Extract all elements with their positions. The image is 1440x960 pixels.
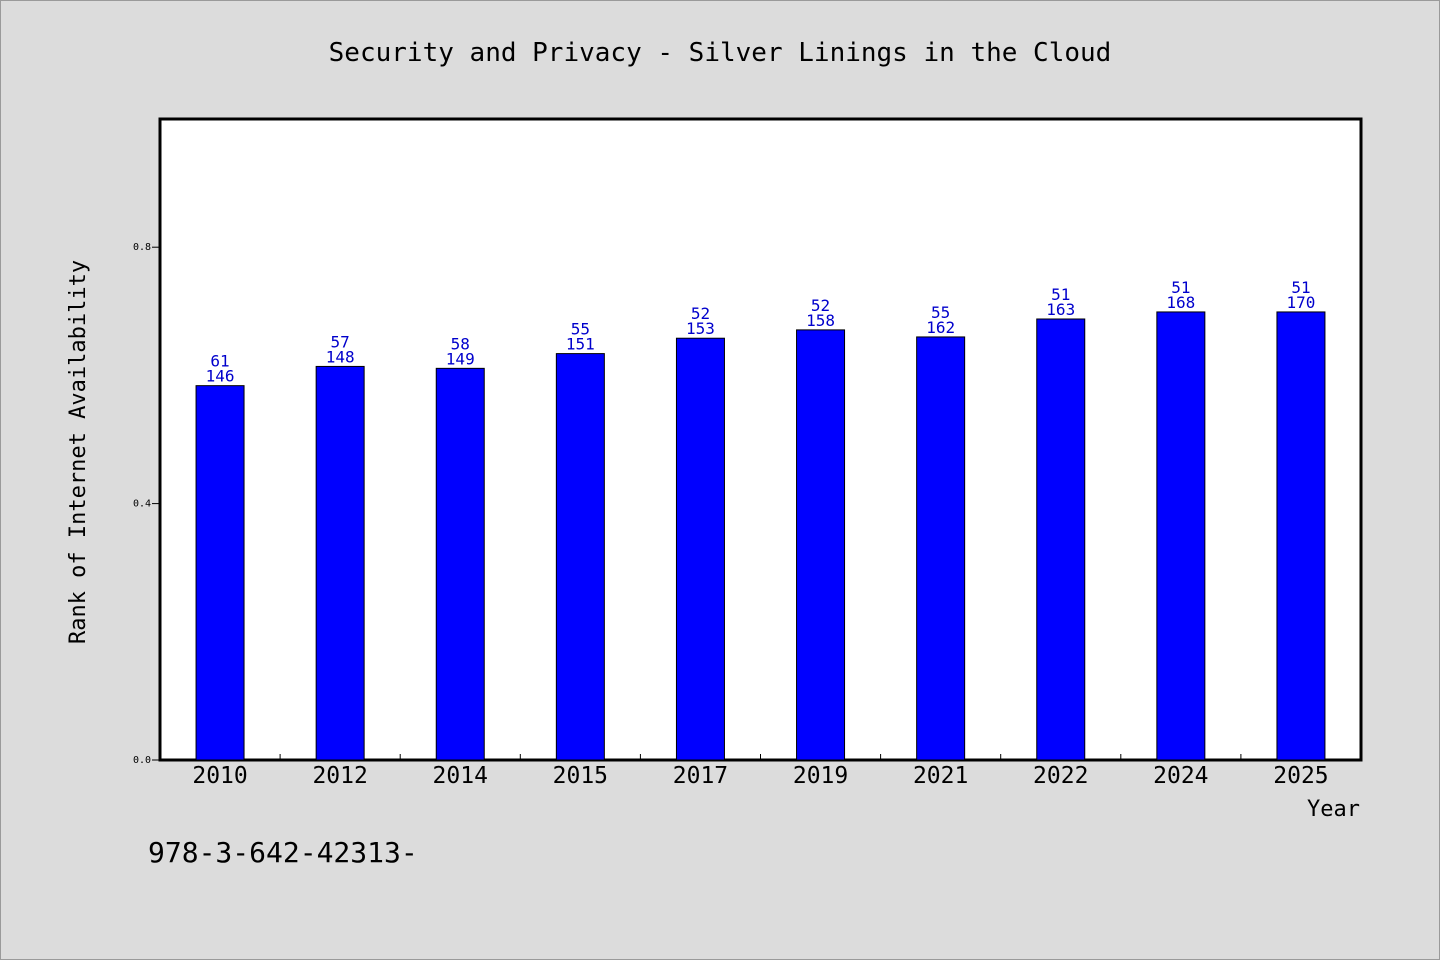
bar-label-lower: 148	[326, 347, 355, 366]
bar	[675, 337, 725, 761]
y-axis-label: Rank of Internet Availability	[66, 260, 91, 644]
bar-label-lower: 151	[566, 335, 595, 354]
bar-label-lower: 158	[806, 311, 835, 330]
bar-label-upper: 57	[331, 332, 350, 351]
bar-label-lower: 149	[446, 349, 475, 368]
x-tick-label: 2014	[433, 763, 488, 789]
footnote-text: 978-3-642-42313-	[148, 836, 418, 869]
y-axis: 0.0 0.4 0.8	[133, 242, 160, 766]
x-tick-label: 2022	[1033, 763, 1088, 789]
bar-label-upper: 51	[1051, 285, 1070, 304]
x-axis: 2010 2012 2014 2015 2017 2019 2021 2022 2024 2025	[192, 754, 1329, 789]
bar-label-lower: 153	[686, 319, 715, 338]
chart-title: Security and Privacy - Silver Linings in…	[329, 38, 1112, 68]
x-axis-label: Year	[1307, 797, 1360, 822]
bar	[195, 385, 245, 761]
bar	[1036, 318, 1086, 761]
bar-label-lower: 162	[926, 318, 955, 337]
bar-series	[195, 311, 1326, 761]
x-tick-label: 2025	[1273, 763, 1328, 789]
y-tick-label: 0.4	[133, 499, 151, 510]
bar	[916, 336, 966, 761]
bar	[555, 353, 605, 761]
x-tick-label: 2010	[192, 763, 247, 789]
bar	[1276, 311, 1326, 761]
bar-label-upper: 61	[210, 352, 229, 371]
y-tick-label: 0.8	[133, 242, 151, 253]
bar	[1156, 311, 1206, 761]
y-tick-label: 0.0	[133, 755, 151, 766]
bar-label-upper: 51	[1291, 278, 1310, 297]
x-tick-label: 2015	[553, 763, 608, 789]
bar-label-lower: 146	[206, 367, 235, 386]
bar-label-upper: 52	[811, 296, 830, 315]
bar-label-lower: 168	[1166, 293, 1195, 312]
bar	[315, 365, 365, 761]
bar-label-upper: 52	[691, 304, 710, 323]
x-tick-label: 2019	[793, 763, 848, 789]
bar-label-upper: 51	[1171, 278, 1190, 297]
bar-label-lower: 170	[1286, 293, 1315, 312]
bar-label-lower: 163	[1046, 300, 1075, 319]
bar-label-upper: 55	[931, 303, 950, 322]
bar	[435, 367, 485, 761]
x-tick-label: 2024	[1153, 763, 1208, 789]
bar-label-upper: 55	[571, 320, 590, 339]
bar	[796, 329, 846, 761]
x-tick-label: 2017	[673, 763, 728, 789]
bar-label-upper: 58	[451, 334, 470, 353]
x-tick-label: 2012	[312, 763, 367, 789]
x-tick-label: 2021	[913, 763, 968, 789]
